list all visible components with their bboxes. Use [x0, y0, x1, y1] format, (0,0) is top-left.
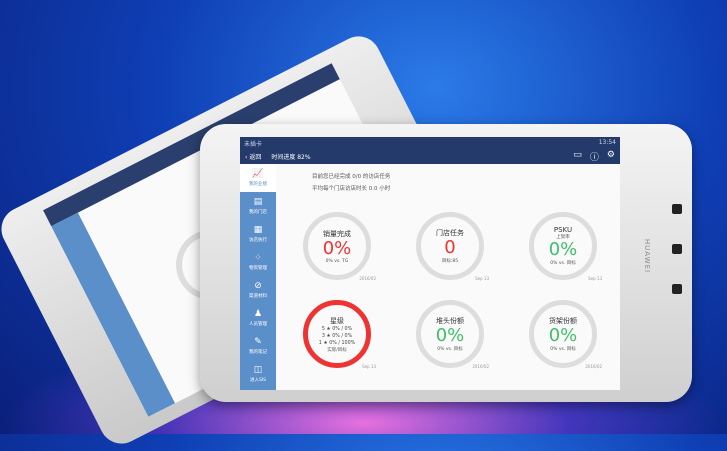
sidebar-item-staff[interactable]: ♟ 人员管理	[240, 304, 276, 332]
home-button	[672, 244, 682, 254]
sidebar-label: 我的门店	[249, 210, 267, 215]
paperclip-icon: ⊘	[254, 281, 262, 291]
card-sub: 实际/目标	[327, 347, 347, 353]
star-row: 3 ★ 0% / 0%	[321, 333, 353, 339]
card-sub: 0% vs. 目标	[550, 261, 576, 266]
enter-icon: ◫	[253, 365, 263, 375]
card-shelf-share[interactable]: 货架份额 0% 0% vs. 目标 2016/02	[529, 300, 602, 369]
back-key	[672, 284, 682, 294]
card-subtitle: 上架率	[556, 235, 570, 240]
sidebar-item-channel[interactable]: ⊘ 渠道材料	[240, 276, 276, 304]
summary-line: 平均每个门店访店时长 0.0 小时	[312, 186, 391, 192]
card-value: 0%	[435, 325, 465, 346]
app-screen: 未插卡 13:54 ‹ 返回 时间进度 82% ▭ ⓘ ⚙ 📈 我的业绩 ▤ 我的门店 …	[240, 137, 620, 390]
sidebar-label: 物资管理	[249, 266, 267, 271]
star-row: 1 ★ 0% / 100%	[318, 340, 356, 346]
sidebar-label: 我的笔记	[249, 350, 267, 355]
note-icon: ✎	[254, 337, 262, 347]
card-title: 货架份额	[549, 317, 577, 325]
card-value: 0%	[548, 239, 578, 260]
carrier: 未插卡	[244, 141, 263, 148]
clipboard-icon: ▦	[253, 225, 263, 235]
card-date: 2016/02	[359, 276, 376, 281]
message-icon[interactable]: ▭	[573, 149, 582, 160]
sidebar-label: 进入SIS	[249, 378, 267, 383]
card-date: Sep 13	[588, 276, 602, 281]
front-phone: 未插卡 13:54 ‹ 返回 时间进度 82% ▭ ⓘ ⚙ 📈 我的业绩 ▤ 我的门店 …	[200, 124, 692, 402]
square-button	[672, 204, 682, 214]
card-sub: 0% vs. 目标	[437, 347, 463, 352]
card-value: 0	[444, 237, 456, 258]
card-date: Sep 13	[362, 364, 376, 369]
summary-text: 目前您已经完成 0/0 的访店任务 平均每个门店访店时长 0.0 小时	[312, 171, 390, 195]
phone-nav-buttons	[672, 204, 682, 294]
people-icon: ♟	[253, 309, 263, 319]
summary-line: 目前您已经完成 0/0 的访店任务	[312, 174, 391, 180]
card-sales[interactable]: 销量完成 0% 0% vs. TG 2016/02	[303, 212, 376, 281]
card-value: 0%	[548, 325, 578, 346]
card-title: 星级	[330, 316, 344, 325]
sidebar-item-sis[interactable]: ◫ 进入SIS	[240, 360, 276, 388]
sidebar-label: 访店执行	[249, 238, 267, 243]
card-star-rating[interactable]: 星级 5 ★ 0% / 0% 3 ★ 0% / 0% 1 ★ 0% / 100%…	[303, 300, 376, 369]
card-sub: 目标:85	[441, 259, 459, 264]
store-icon: ▤	[253, 197, 263, 207]
card-psku[interactable]: PSKU 上架率 0% 0% vs. 目标 Sep 13	[529, 212, 602, 281]
status-bar: 未插卡 13:54	[240, 137, 620, 148]
sidebar-item-visit[interactable]: ▦ 访店执行	[240, 220, 276, 248]
time-progress: 时间进度 82%	[271, 153, 311, 161]
sidebar-item-notes[interactable]: ✎ 我的笔记	[240, 332, 276, 360]
star-row: 5 ★ 0% / 0%	[321, 326, 353, 332]
sidebar: 📈 我的业绩 ▤ 我的门店 ▦ 访店执行 ⁘ 物资管理 ⊘ 渠道材料 ♟ 人员管理 ✎ 我的笔…	[240, 164, 276, 390]
sidebar-label: 渠道材料	[249, 294, 267, 299]
help-icon[interactable]: ⓘ	[589, 152, 599, 163]
card-date: Sep 13	[475, 276, 489, 281]
card-title: 门店任务	[436, 229, 464, 237]
card-title: PSKU	[553, 226, 573, 234]
card-date: 2016/02	[585, 364, 602, 369]
grid-icon: ⁘	[254, 253, 262, 263]
card-date: 2016/02	[472, 364, 489, 369]
brand-logo: HUAWEI	[642, 238, 651, 274]
sidebar-item-materials[interactable]: ⁘ 物资管理	[240, 248, 276, 276]
sidebar-label: 我的业绩	[249, 182, 267, 187]
gear-icon[interactable]: ⚙	[606, 149, 615, 160]
sidebar-item-stores[interactable]: ▤ 我的门店	[240, 192, 276, 220]
nav-bar: ‹ 返回 时间进度 82% ▭ ⓘ ⚙	[240, 148, 620, 164]
sidebar-item-performance[interactable]: 📈 我的业绩	[240, 164, 276, 192]
back-button[interactable]: ‹ 返回	[245, 153, 262, 161]
clock: 13:54	[598, 139, 616, 146]
card-title: 销量完成	[323, 229, 351, 238]
card-title: 堆头份额	[436, 317, 464, 325]
card-display-share[interactable]: 堆头份额 0% 0% vs. 目标 2016/02	[416, 300, 489, 369]
back-label: 返回	[249, 153, 262, 161]
card-store-tasks[interactable]: 门店任务 0 目标:85 Sep 13	[416, 212, 489, 281]
card-value: 0%	[322, 237, 352, 259]
card-sub: 0% vs. 目标	[550, 347, 576, 352]
chart-icon: 📈	[252, 169, 264, 179]
sidebar-label: 人员管理	[249, 322, 267, 327]
card-sub: 0% vs. TG	[325, 258, 349, 264]
